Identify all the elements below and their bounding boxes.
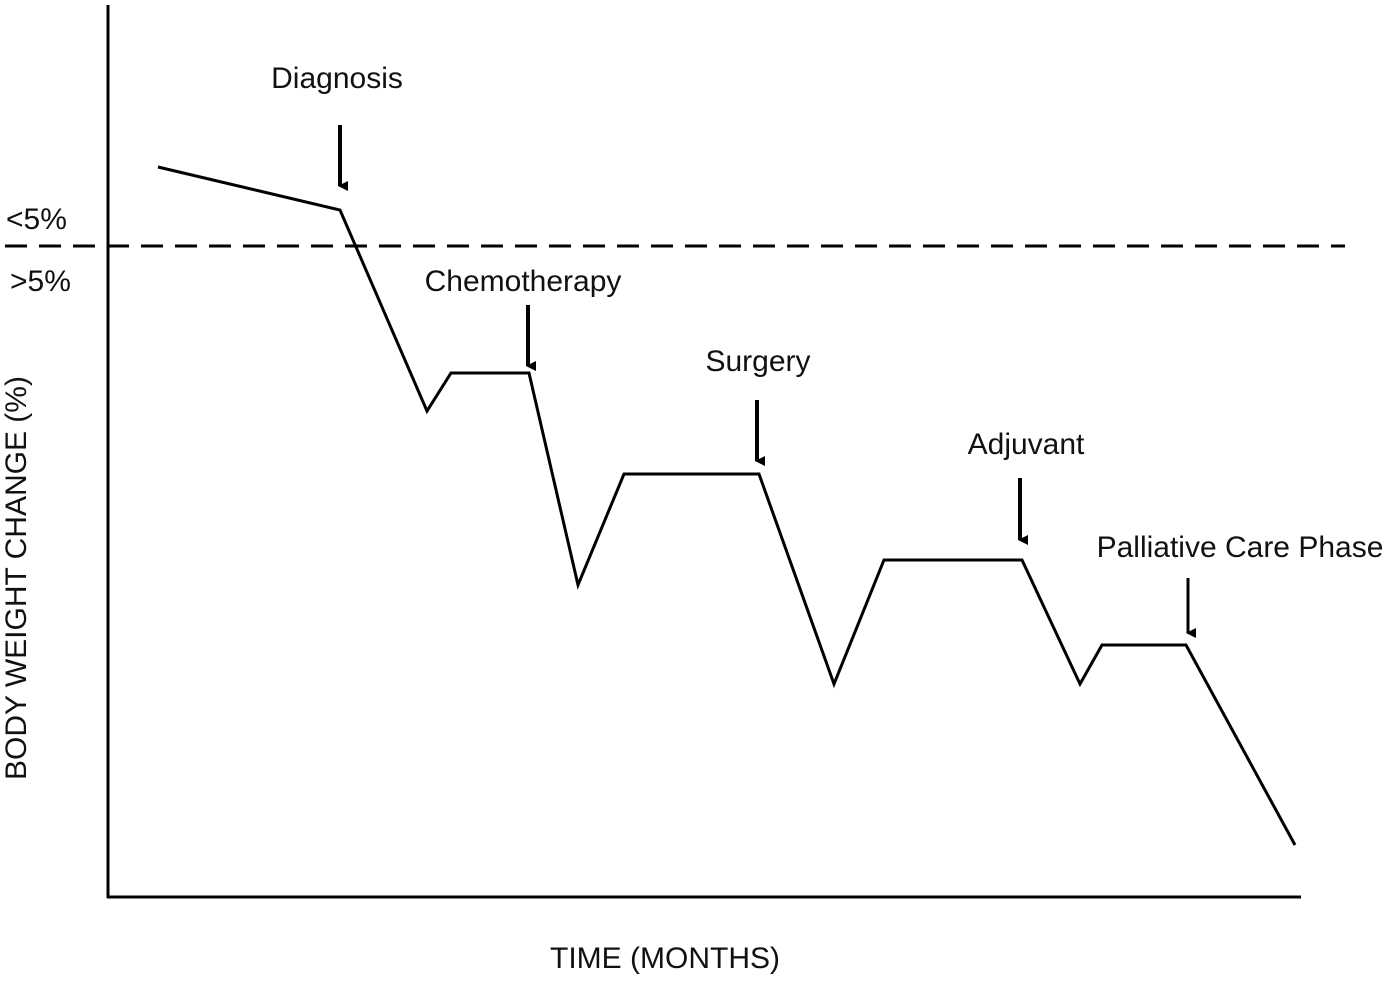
annotation: Palliative Care Phase bbox=[1097, 531, 1384, 564]
annotation: Adjuvant bbox=[968, 428, 1085, 461]
annotation: Diagnosis bbox=[271, 62, 403, 95]
threshold-label: >5% bbox=[10, 265, 71, 298]
annotation: Surgery bbox=[705, 345, 810, 378]
threshold-label: <5% bbox=[6, 203, 67, 236]
y-axis-label: BODY WEIGHT CHANGE (%) bbox=[0, 376, 33, 780]
x-axis-label: TIME (MONTHS) bbox=[550, 942, 780, 975]
annotation: Chemotherapy bbox=[425, 265, 622, 298]
weight-line bbox=[157, 165, 1297, 846]
